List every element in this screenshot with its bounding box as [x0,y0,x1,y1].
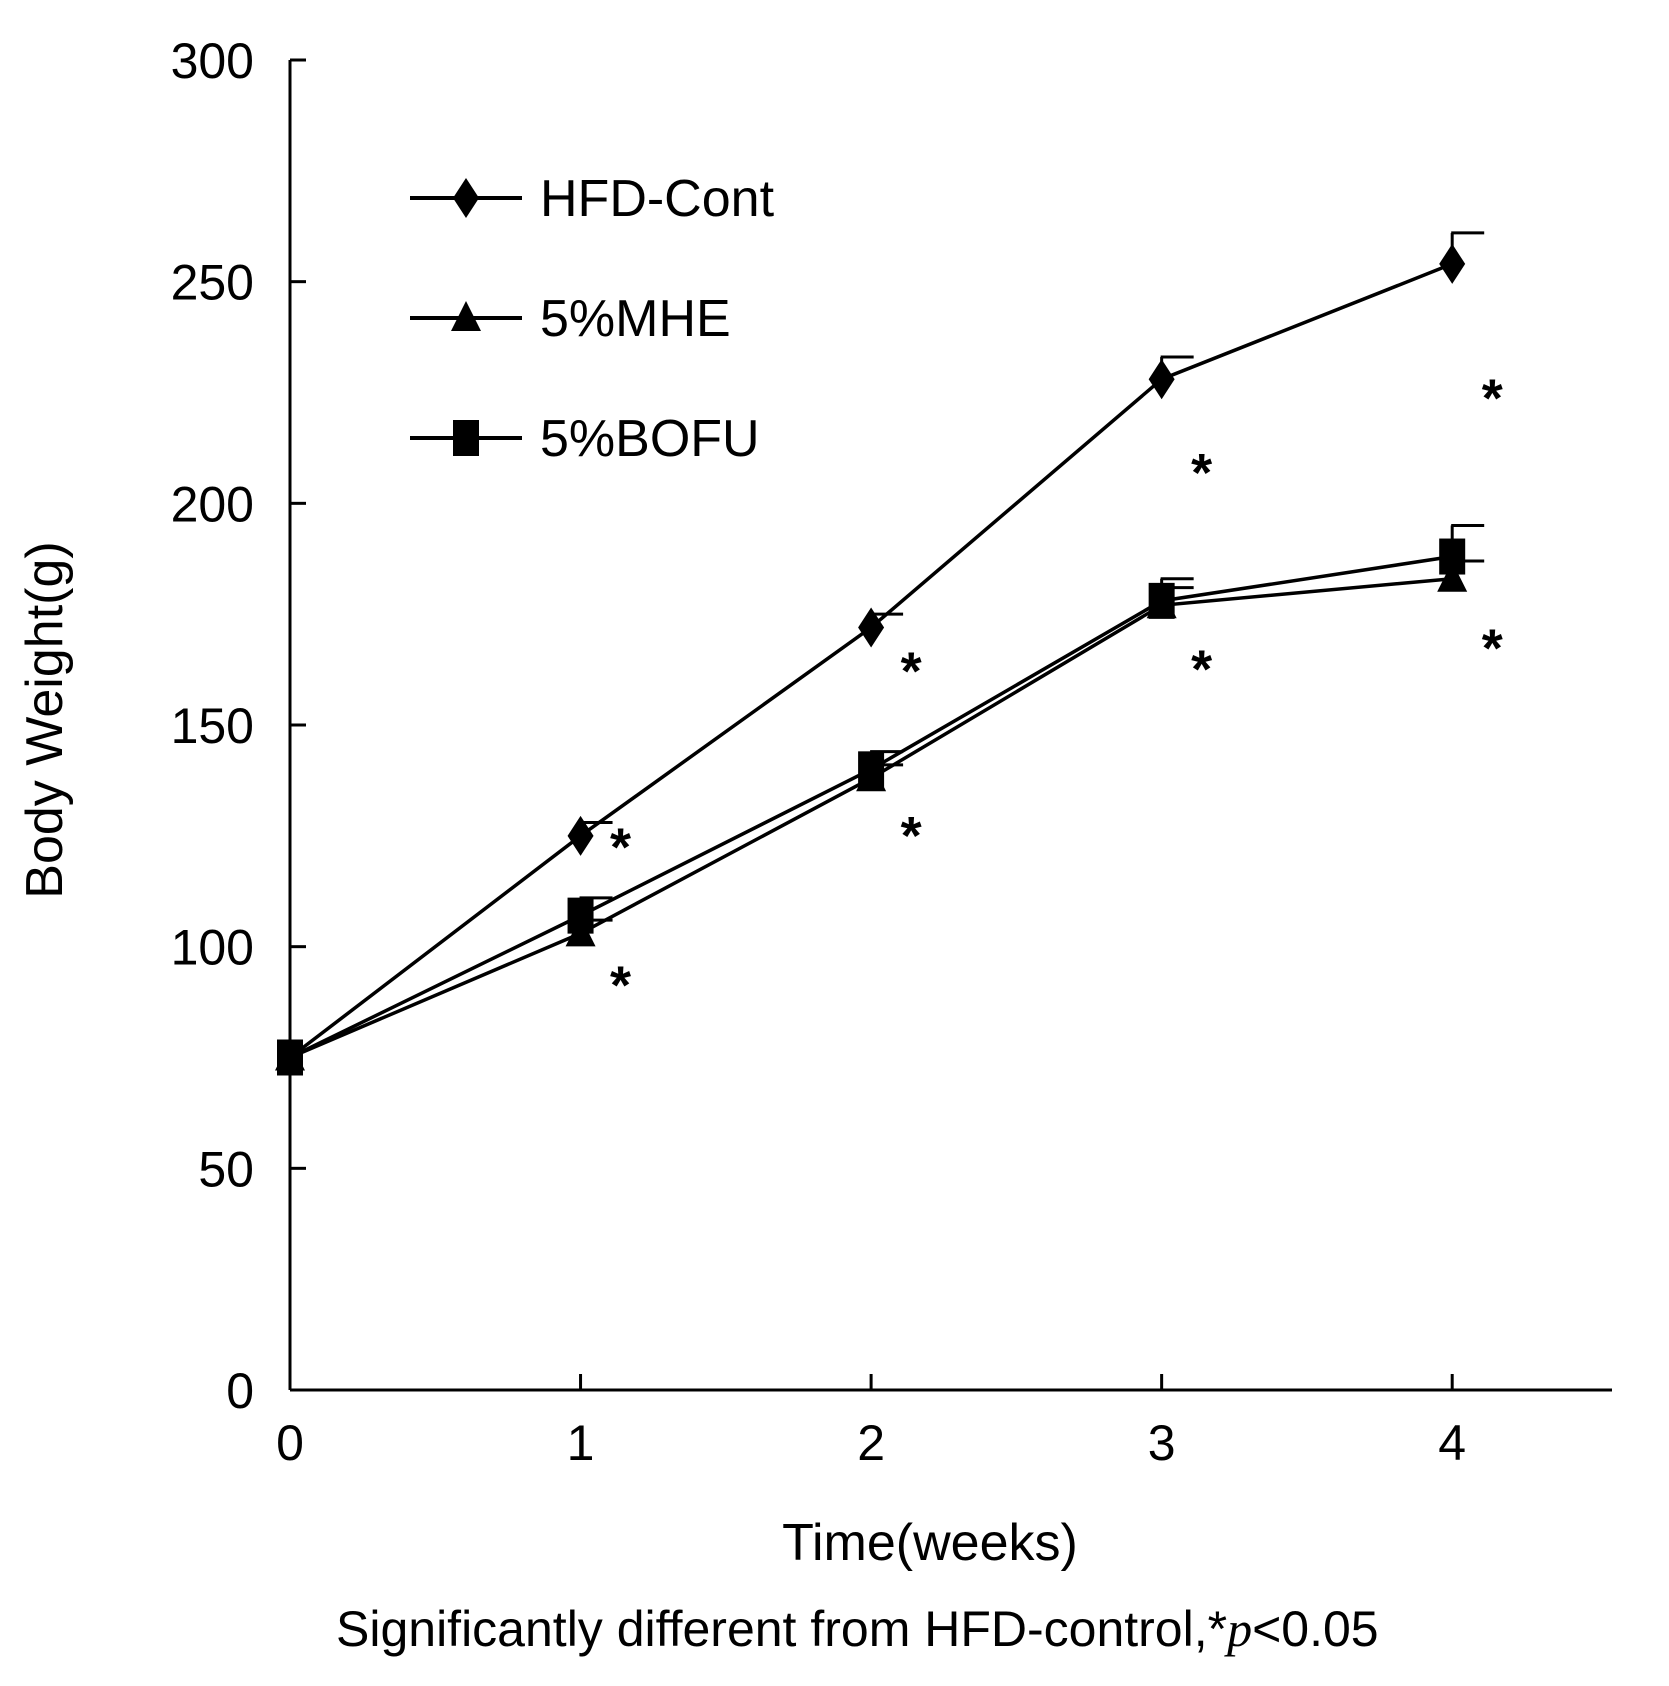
y-tick-label: 0 [226,1363,254,1419]
marker-5-bofu [1148,582,1175,619]
marker-5-bofu [1439,538,1466,575]
footnote-threshold: <0.05 [1252,1601,1379,1657]
marker-5-bofu [277,1039,303,1076]
marker-5-mhe [1437,561,1468,592]
y-axis-title: Body Weight(g) [16,541,74,898]
series-line-5-mhe [289,576,1453,1060]
legend-label-5-bofu: 5%BOFU [540,410,760,468]
significance-star: * [610,955,631,1015]
x-tick-label: 4 [1438,1415,1466,1471]
series-lines [288,262,1453,1060]
y-tick-label: 150 [171,698,254,754]
significance-stars: * * * * * * * * [610,369,1503,1016]
marker-hfd-cont [1148,359,1175,400]
y-tick-label: 50 [198,1141,254,1197]
marker-hfd-cont [567,815,594,856]
legend-label-hfd-cont: HFD-Cont [540,170,775,228]
footnote: Significantly different from HFD-control… [336,1600,1379,1658]
footnote-star: * [1207,1601,1228,1657]
legend: HFD-Cont 5%MHE 5%BOFU [410,170,775,468]
y-tick-label: 100 [171,920,254,976]
x-tick-label: 1 [567,1415,595,1471]
axes: 0 50 100 150 200 250 300 0 1 2 3 4 [171,33,1612,1471]
footnote-text: Significantly different from HFD-control… [336,1601,1208,1657]
significance-star: * [1191,443,1212,503]
significance-star: * [901,806,922,866]
y-tick-label: 200 [171,476,254,532]
legend-label-5-mhe: 5%MHE [540,290,731,348]
marker-5-bofu [567,897,594,934]
legend-marker-hfd-cont [453,178,479,218]
y-tick-label: 250 [171,255,254,311]
significance-star: * [1482,369,1503,429]
significance-star: * [901,641,922,701]
x-axis-title: Time(weeks) [782,1514,1078,1572]
legend-marker-5-bofu [453,420,479,456]
significance-star: * [610,818,631,878]
marker-5-bofu [858,751,885,788]
x-tick-label: 0 [276,1415,304,1471]
data-markers [275,231,1485,1078]
x-tick-label: 2 [857,1415,885,1471]
legend-marker-5-mhe [451,301,481,331]
x-tick-label: 3 [1148,1415,1176,1471]
significance-star: * [1482,619,1503,679]
marker-hfd-cont [858,607,885,648]
series-line-hfd-cont [288,262,1453,1059]
y-tick-label: 300 [171,33,254,89]
significance-star: * [1191,639,1212,699]
footnote-p-symbol: p [1227,1601,1253,1657]
marker-hfd-cont [1439,243,1466,284]
